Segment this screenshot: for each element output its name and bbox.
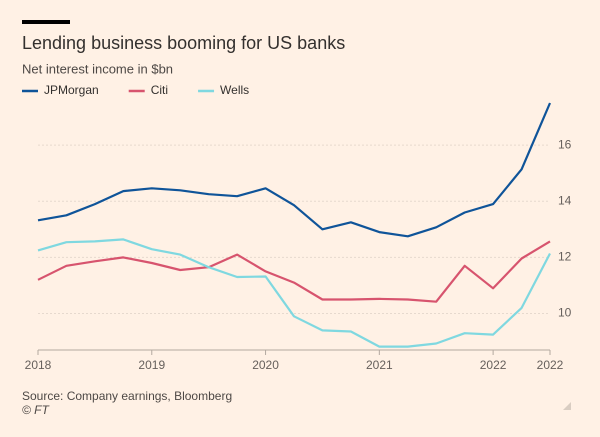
x-tick-label: 2018 (25, 358, 52, 372)
x-tick-label: 2021 (366, 358, 393, 372)
legend-label: JPMorgan (44, 83, 99, 97)
y-tick-label: 12 (558, 250, 572, 264)
source: Source: Company earnings, Bloomberg (22, 389, 232, 403)
series-line (37, 238, 551, 348)
series-line (37, 240, 551, 303)
credit: © FT (22, 403, 51, 417)
x-tick-label: 2022 (480, 358, 507, 372)
series-line (37, 102, 552, 238)
x-tick-label: 2020 (252, 358, 279, 372)
y-tick-label: 16 (558, 137, 572, 151)
x-tick-label: 2019 (138, 358, 165, 372)
chart-subtitle: Net interest income in $bn (22, 61, 173, 76)
y-tick-label: 14 (558, 193, 572, 207)
resize-icon (563, 402, 571, 410)
y-tick-label: 10 (558, 306, 572, 320)
brand-bar (22, 20, 70, 24)
legend-label: Wells (220, 83, 249, 97)
chart-title: Lending business booming for US banks (22, 33, 345, 53)
legend-label: Citi (151, 83, 168, 97)
x-tick-label: 2022 (537, 358, 564, 372)
